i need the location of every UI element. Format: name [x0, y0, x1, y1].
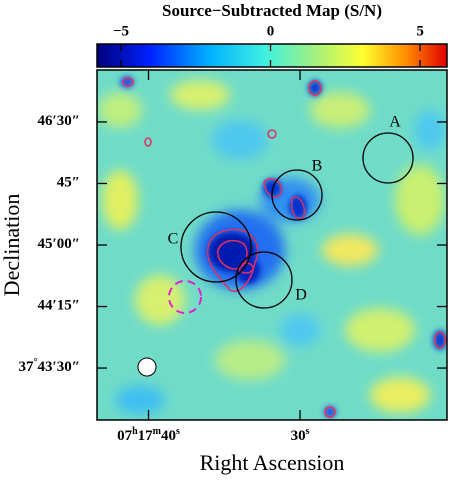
map — [97, 70, 447, 420]
map-feature — [115, 385, 165, 415]
map-feature — [170, 80, 230, 110]
contour — [122, 77, 134, 87]
annotation: C — [168, 231, 179, 248]
annotation: B — [312, 158, 323, 175]
map-feature — [370, 377, 430, 413]
map-feature — [280, 314, 320, 346]
x-tick-label: 07h17m40s — [117, 426, 180, 445]
contour — [324, 406, 336, 418]
map-feature — [212, 120, 268, 160]
map-feature — [322, 234, 378, 266]
map-feature — [395, 165, 445, 235]
map-feature — [324, 406, 336, 418]
y-tick-label: 45′00″ — [37, 236, 80, 252]
dashed-circle — [168, 280, 202, 314]
contour — [263, 177, 283, 198]
chart-title: Source−Subtracted Map (S/N) — [162, 1, 382, 20]
y-tick-label: 37°43′30″ — [18, 357, 80, 376]
colorbar-tick-label: 5 — [416, 23, 424, 39]
aperture-circle — [362, 132, 414, 184]
y-tick-label: 46′30″ — [37, 113, 80, 129]
colorbar-tick-label: −5 — [113, 23, 129, 39]
map-feature — [310, 92, 370, 128]
contour — [267, 129, 277, 139]
aperture-circle — [235, 251, 293, 309]
colorbar — [96, 43, 448, 68]
y-axis-title: Declination — [0, 194, 24, 297]
contour — [207, 228, 259, 292]
beam — [137, 357, 157, 377]
x-tick-label: 30s — [291, 426, 310, 445]
contour — [434, 331, 446, 349]
contour — [308, 80, 322, 96]
contour — [144, 137, 152, 147]
y-tick-label: 44′15″ — [37, 298, 80, 314]
map-features — [98, 80, 446, 415]
map-feature — [98, 92, 142, 128]
aperture-circle — [180, 211, 252, 283]
contour — [291, 196, 306, 220]
y-tick-label: 45″ — [57, 175, 80, 191]
aperture-circle — [271, 169, 323, 221]
annotation: A — [389, 114, 401, 131]
map-feature — [102, 170, 138, 230]
map-feature — [215, 340, 285, 380]
colorbar-tick-label: 0 — [267, 23, 275, 39]
map-feature — [135, 275, 185, 325]
map-feature — [345, 308, 415, 352]
apertures — [180, 132, 414, 309]
map-feature — [414, 110, 446, 150]
map-feature — [308, 80, 322, 96]
x-axis-title: Right Ascension — [200, 450, 345, 475]
annotation: D — [295, 287, 307, 304]
